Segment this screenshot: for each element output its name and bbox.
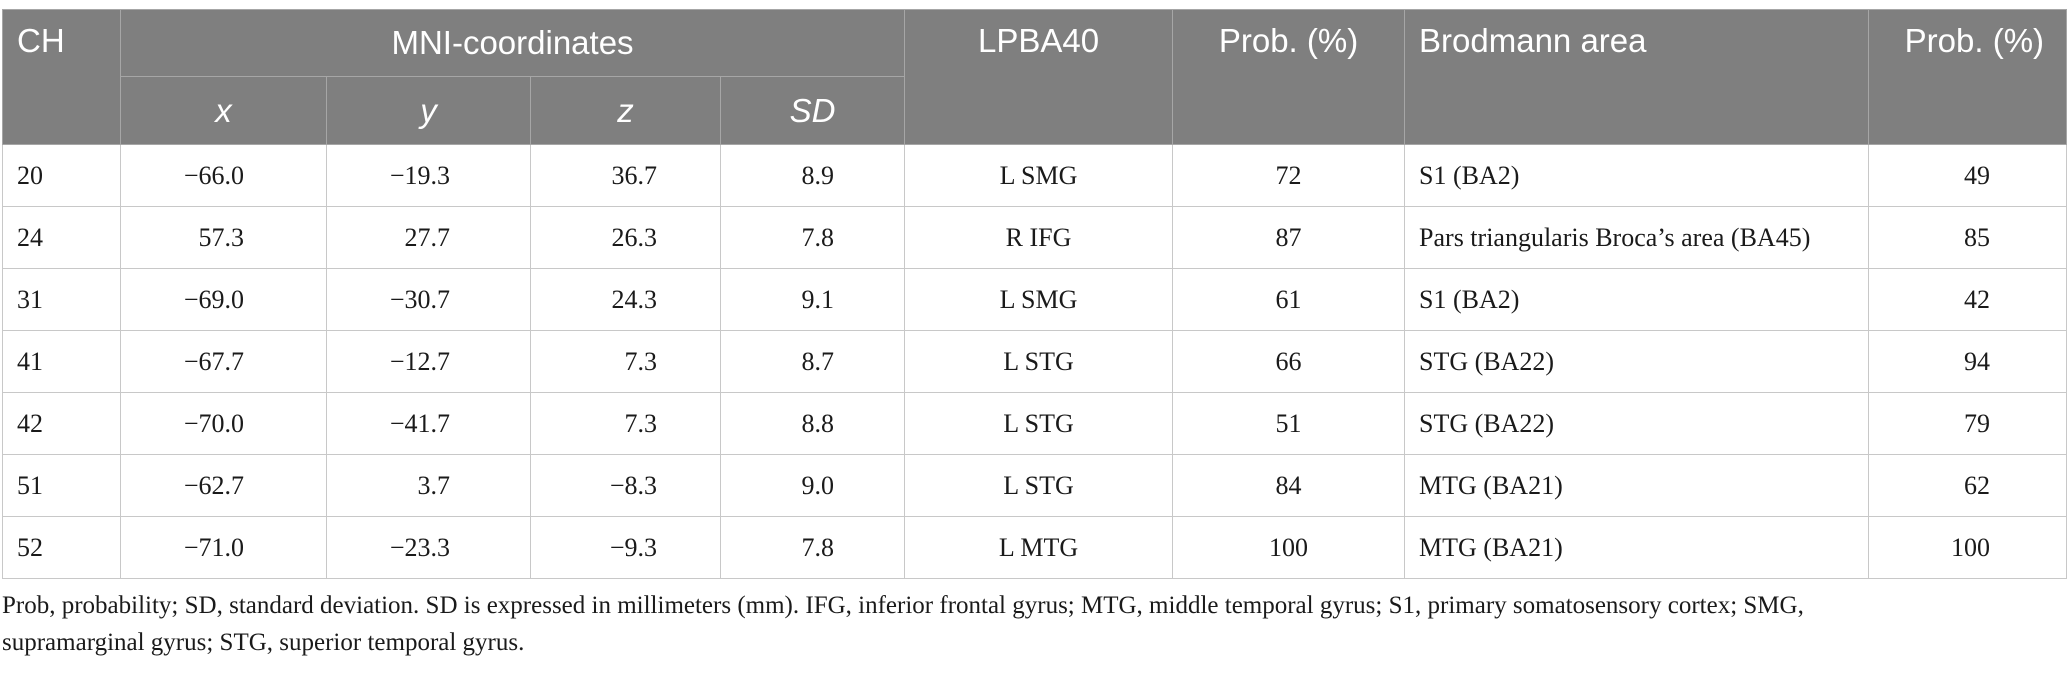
header-x: x bbox=[120, 76, 327, 145]
table-row: 20 −66.0 −19.3 36.7 8.9 L SMG 72 S1 (BA2… bbox=[2, 144, 2068, 207]
cell-lpba40: R IFG bbox=[904, 206, 1174, 269]
cell-z: 7.3 bbox=[530, 392, 721, 455]
cell-z: 7.3 bbox=[530, 330, 721, 393]
cell-y: −30.7 bbox=[326, 268, 531, 331]
cell-ch: 52 bbox=[2, 516, 121, 579]
cell-prob-brodmann: 85 bbox=[1868, 206, 2068, 269]
cell-prob-lpba: 84 bbox=[1172, 454, 1406, 517]
cell-x: −67.7 bbox=[120, 330, 327, 393]
cell-ch: 20 bbox=[2, 144, 121, 207]
cell-brodmann-area: S1 (BA2) bbox=[1404, 144, 1870, 207]
header-brodmann-area: Brodmann area bbox=[1404, 9, 1870, 145]
cell-z: 26.3 bbox=[530, 206, 721, 269]
cell-prob-lpba: 51 bbox=[1172, 392, 1406, 455]
cell-prob-brodmann: 49 bbox=[1868, 144, 2068, 207]
cell-y: −19.3 bbox=[326, 144, 531, 207]
cell-lpba40: L SMG bbox=[904, 268, 1174, 331]
cell-x: −71.0 bbox=[120, 516, 327, 579]
cell-brodmann-area: MTG (BA21) bbox=[1404, 516, 1870, 579]
cell-y: −12.7 bbox=[326, 330, 531, 393]
table-row: 51 −62.7 3.7 −8.3 9.0 L STG 84 MTG (BA21… bbox=[2, 454, 2068, 517]
cell-lpba40: L STG bbox=[904, 330, 1174, 393]
cell-sd: 9.0 bbox=[719, 454, 906, 517]
cell-lpba40: L SMG bbox=[904, 144, 1174, 207]
cell-z: −9.3 bbox=[530, 516, 721, 579]
cell-brodmann-area: STG (BA22) bbox=[1404, 392, 1870, 455]
cell-ch: 31 bbox=[2, 268, 121, 331]
cell-z: 36.7 bbox=[530, 144, 721, 207]
table-row: 41 −67.7 −12.7 7.3 8.7 L STG 66 STG (BA2… bbox=[2, 330, 2068, 393]
cell-sd: 9.1 bbox=[719, 268, 906, 331]
cell-ch: 51 bbox=[2, 454, 121, 517]
cell-x: −66.0 bbox=[120, 144, 327, 207]
table-footnote: Prob, probability; SD, standard deviatio… bbox=[2, 587, 2022, 661]
table-header: CH MNI-coordinates LPBA40 Prob. (%) Brod… bbox=[2, 9, 2068, 145]
header-prob-lpba: Prob. (%) bbox=[1172, 9, 1406, 145]
cell-brodmann-area: STG (BA22) bbox=[1404, 330, 1870, 393]
cell-prob-brodmann: 42 bbox=[1868, 268, 2068, 331]
cell-x: 57.3 bbox=[120, 206, 327, 269]
cell-prob-brodmann: 62 bbox=[1868, 454, 2068, 517]
header-mni-coordinates: MNI-coordinates bbox=[119, 9, 906, 77]
cell-brodmann-area: S1 (BA2) bbox=[1404, 268, 1870, 331]
cell-prob-lpba: 66 bbox=[1172, 330, 1406, 393]
cell-lpba40: L MTG bbox=[904, 516, 1174, 579]
table-row: 24 57.3 27.7 26.3 7.8 R IFG 87 Pars tria… bbox=[2, 206, 2068, 269]
cell-z: 24.3 bbox=[530, 268, 721, 331]
header-sd: SD bbox=[719, 76, 906, 145]
cell-y: −41.7 bbox=[326, 392, 531, 455]
cell-prob-lpba: 72 bbox=[1172, 144, 1406, 207]
cell-y: −23.3 bbox=[326, 516, 531, 579]
cell-prob-lpba: 87 bbox=[1172, 206, 1406, 269]
cell-x: −70.0 bbox=[120, 392, 327, 455]
cell-x: −62.7 bbox=[120, 454, 327, 517]
cell-prob-lpba: 61 bbox=[1172, 268, 1406, 331]
cell-lpba40: L STG bbox=[904, 392, 1174, 455]
footnote-line-2: supramarginal gyrus; STG, superior tempo… bbox=[2, 629, 525, 656]
table-row: 52 −71.0 −23.3 −9.3 7.8 L MTG 100 MTG (B… bbox=[2, 516, 2068, 579]
header-ch: CH bbox=[2, 9, 121, 145]
cell-brodmann-area: MTG (BA21) bbox=[1404, 454, 1870, 517]
cell-ch: 24 bbox=[2, 206, 121, 269]
header-prob-brodmann: Prob. (%) bbox=[1868, 9, 2068, 145]
cell-prob-brodmann: 100 bbox=[1868, 516, 2068, 579]
cell-prob-brodmann: 94 bbox=[1868, 330, 2068, 393]
data-table-container: CH MNI-coordinates LPBA40 Prob. (%) Brod… bbox=[2, 9, 2068, 579]
cell-z: −8.3 bbox=[530, 454, 721, 517]
cell-x: −69.0 bbox=[120, 268, 327, 331]
table-body: 20 −66.0 −19.3 36.7 8.9 L SMG 72 S1 (BA2… bbox=[2, 144, 2068, 579]
cell-ch: 41 bbox=[2, 330, 121, 393]
cell-brodmann-area: Pars triangularis Broca’s area (BA45) bbox=[1404, 206, 1870, 269]
cell-lpba40: L STG bbox=[904, 454, 1174, 517]
footnote-line-1: Prob, probability; SD, standard deviatio… bbox=[2, 592, 1804, 619]
cell-sd: 8.9 bbox=[719, 144, 906, 207]
cell-prob-lpba: 100 bbox=[1172, 516, 1406, 579]
table-row: 42 −70.0 −41.7 7.3 8.8 L STG 51 STG (BA2… bbox=[2, 392, 2068, 455]
header-y: y bbox=[326, 76, 531, 145]
cell-sd: 7.8 bbox=[719, 206, 906, 269]
cell-ch: 42 bbox=[2, 392, 121, 455]
cell-y: 3.7 bbox=[326, 454, 531, 517]
cell-sd: 8.8 bbox=[719, 392, 906, 455]
cell-prob-brodmann: 79 bbox=[1868, 392, 2068, 455]
cell-y: 27.7 bbox=[326, 206, 531, 269]
header-lpba40: LPBA40 bbox=[904, 9, 1174, 145]
table-row: 31 −69.0 −30.7 24.3 9.1 L SMG 61 S1 (BA2… bbox=[2, 268, 2068, 331]
channel-table: CH MNI-coordinates LPBA40 Prob. (%) Brod… bbox=[2, 9, 2068, 579]
header-z: z bbox=[530, 76, 721, 145]
cell-sd: 7.8 bbox=[719, 516, 906, 579]
cell-sd: 8.7 bbox=[719, 330, 906, 393]
